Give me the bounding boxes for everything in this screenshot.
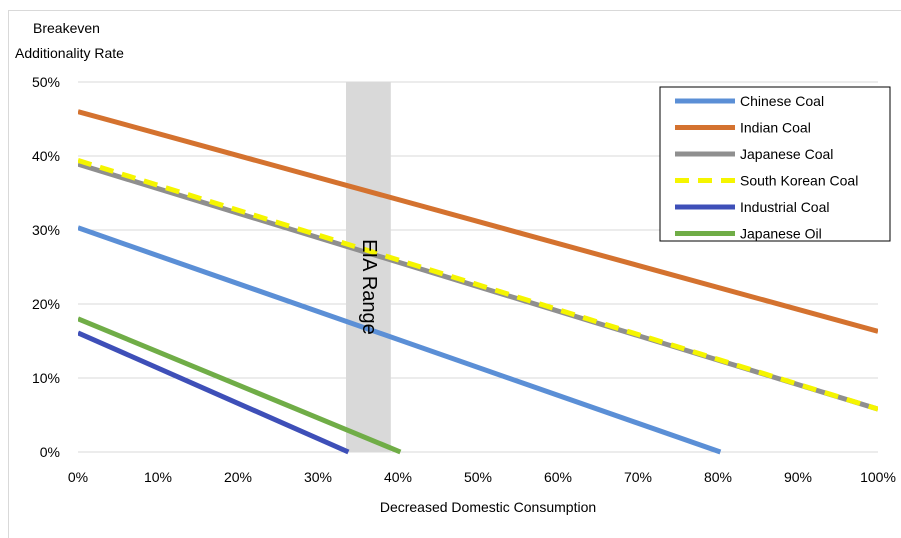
x-tick-label: 40%	[384, 469, 412, 485]
legend-box	[659, 86, 891, 242]
x-tick-label: 100%	[860, 469, 896, 485]
x-tick-label: 60%	[544, 469, 572, 485]
series-line-japanese-oil	[78, 316, 402, 455]
y-tick-label: 50%	[32, 74, 60, 90]
frame-border-top	[8, 10, 901, 11]
y-tick-label: 0%	[40, 444, 60, 460]
series-line-industrial-coal	[78, 330, 350, 455]
legend-label-chinese-coal: Chinese Coal	[740, 93, 824, 109]
x-tick-label: 10%	[144, 469, 172, 485]
x-tick-label: 30%	[304, 469, 332, 485]
legend-label-japanese-coal: Japanese Coal	[740, 146, 833, 162]
x-tick-label: 0%	[68, 469, 88, 485]
legend-label-south-korean-coal: South Korean Coal	[740, 173, 858, 189]
x-tick-label: 70%	[624, 469, 652, 485]
y-tick-label: 30%	[32, 222, 60, 238]
y-tick-label: 40%	[32, 148, 60, 164]
y-tick-labels: 0% 10% 20% 30% 40% 50%	[32, 74, 60, 460]
eia-range-label: EIA Range	[358, 239, 380, 335]
legend: Chinese Coal Indian Coal Japanese Coal Sout…	[659, 86, 891, 242]
legend-label-japanese-oil: Japanese Oil	[740, 226, 822, 242]
series-line-south-korean-coal	[78, 158, 878, 412]
frame-border-left	[8, 10, 9, 538]
x-tick-label: 90%	[784, 469, 812, 485]
series-line-chinese-coal	[78, 225, 722, 455]
legend-label-indian-coal: Indian Coal	[740, 120, 811, 136]
y-axis-title-line-1: Breakeven	[33, 20, 100, 36]
x-tick-label: 20%	[224, 469, 252, 485]
series-lines	[78, 109, 878, 455]
series-line-indian-coal	[78, 109, 878, 334]
x-tick-label: 80%	[704, 469, 732, 485]
x-tick-labels: 0% 10% 20% 30% 40% 50% 60% 70% 80% 90% 100%	[68, 469, 896, 485]
y-axis-title-line-2: Additionality Rate	[15, 45, 124, 61]
y-tick-label: 20%	[32, 296, 60, 312]
eia-range-band	[346, 82, 391, 452]
y-tick-label: 10%	[32, 370, 60, 386]
x-axis-title: Decreased Domestic Consumption	[380, 499, 596, 515]
x-tick-label: 50%	[464, 469, 492, 485]
legend-label-industrial-coal: Industrial Coal	[740, 199, 830, 215]
